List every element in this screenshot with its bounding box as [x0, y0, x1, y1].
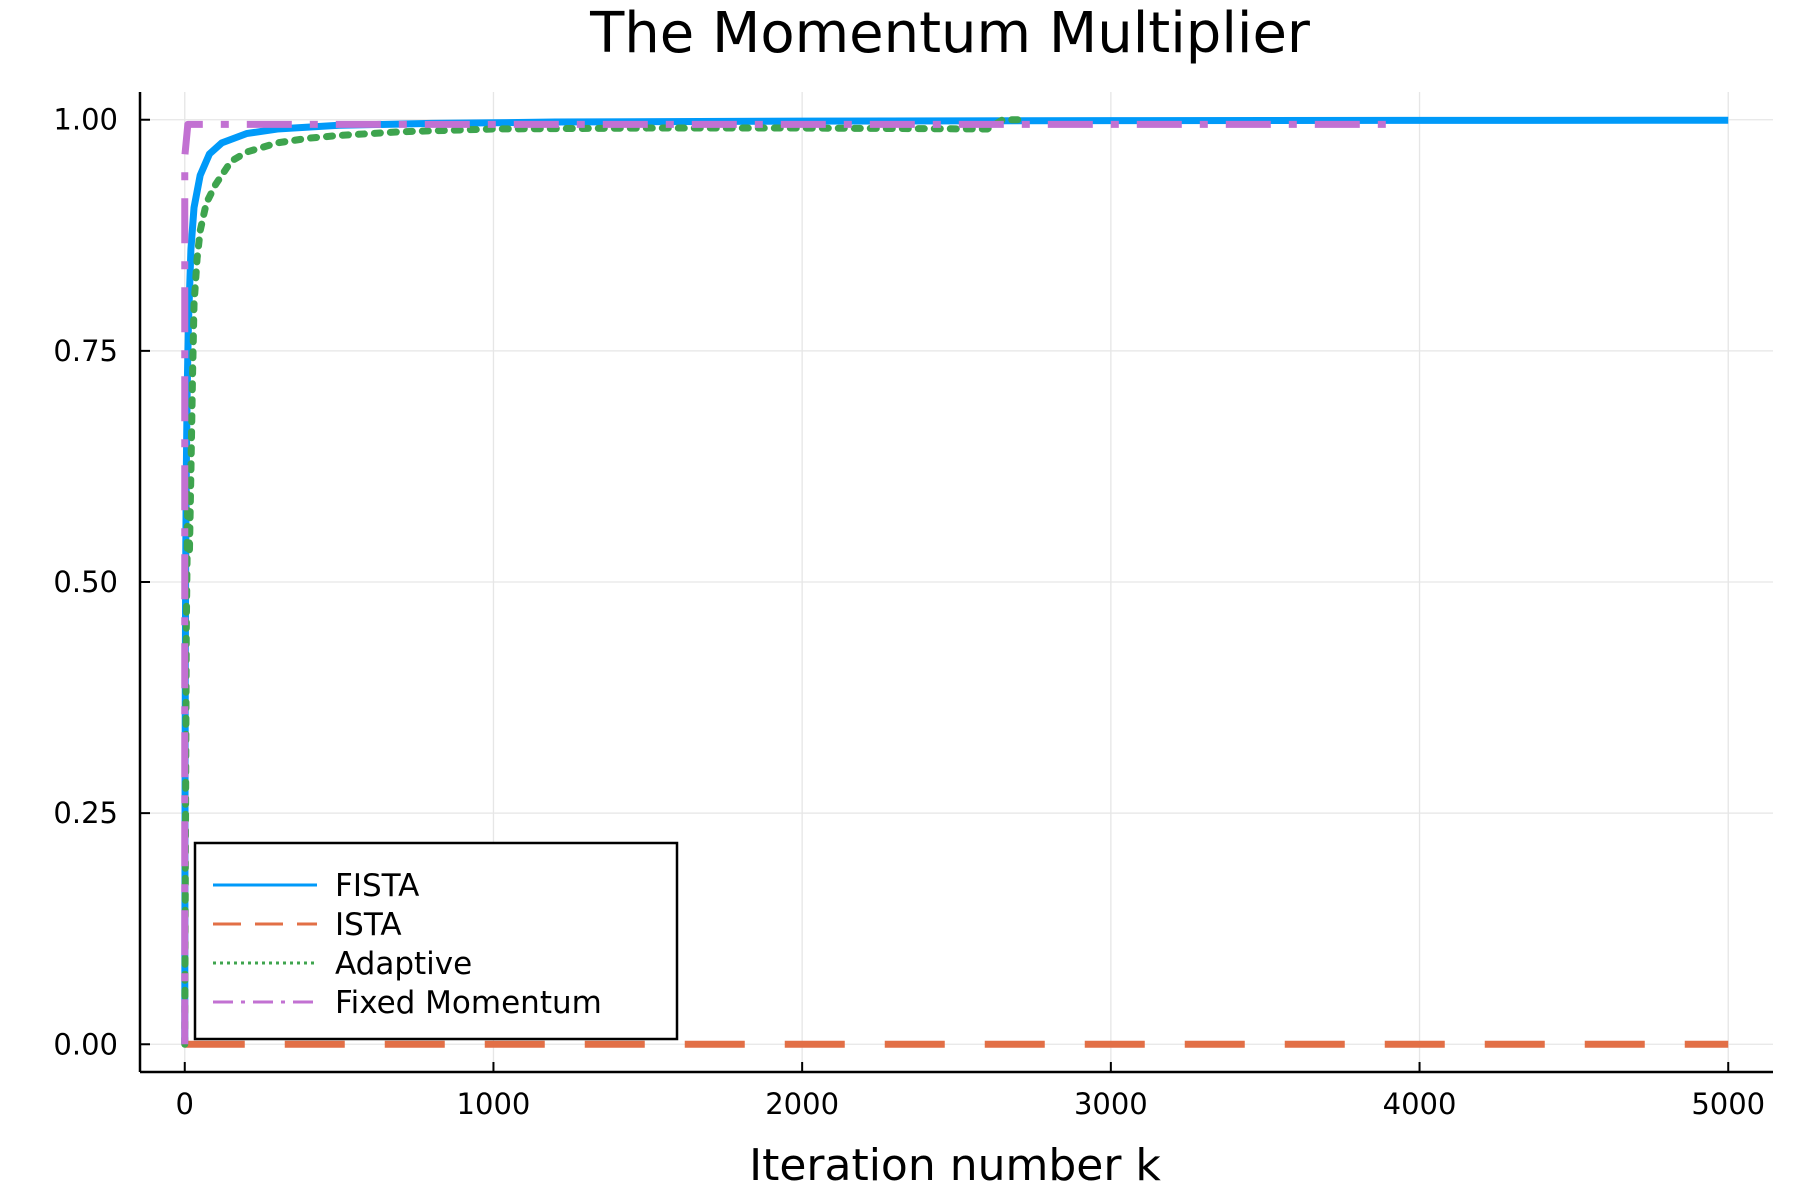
x-tick-label: 3000 — [1074, 1087, 1148, 1121]
axes: 0 1000 2000 3000 4000 5000 0.00 0.25 0.50 0.75 1.0… — [53, 92, 1773, 1121]
series-lines — [181, 116, 1729, 1048]
series-line-adaptive — [181, 116, 1022, 1048]
legend-label: Adaptive — [335, 946, 472, 982]
legend-label: FISTA — [335, 868, 419, 904]
chart-title: The Momentum Multiplier — [589, 1, 1311, 66]
x-tick-label: 1000 — [457, 1087, 531, 1121]
y-tick-label: 0.50 — [53, 565, 118, 599]
y-tick-label: 1.00 — [53, 103, 118, 137]
x-tick-label: 5000 — [1691, 1087, 1765, 1121]
x-tick-label: 4000 — [1383, 1087, 1457, 1121]
y-tick-label: 0.25 — [53, 796, 118, 830]
y-tick-label: 0.00 — [53, 1027, 118, 1061]
legend-box — [193, 841, 679, 1041]
legend-label: Fixed Momentum — [335, 985, 602, 1021]
legend-label: ISTA — [335, 907, 402, 943]
x-tick-label: 2000 — [765, 1087, 839, 1121]
y-tick-label: 0.75 — [53, 334, 118, 368]
x-tick-label: 0 — [176, 1087, 194, 1121]
series-line-fixed-momentum — [181, 120, 1389, 1045]
x-axis-title: Iteration number k — [749, 1140, 1161, 1191]
